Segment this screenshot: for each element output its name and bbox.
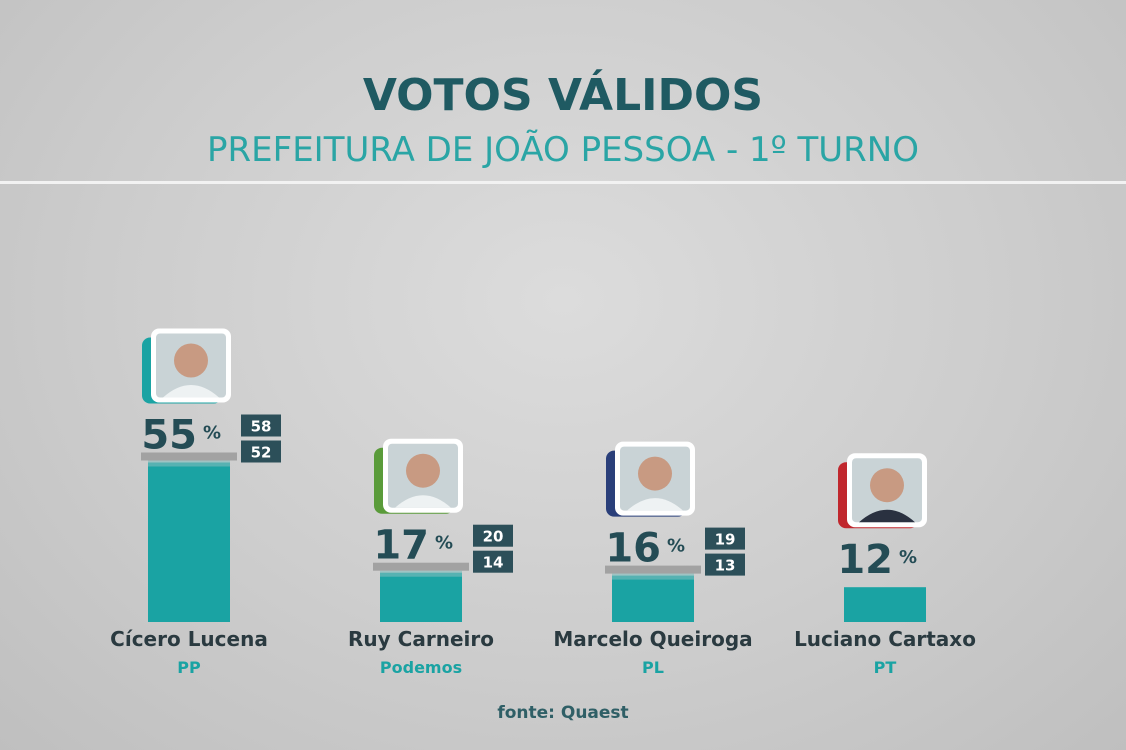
lower-value-1: 52 [251, 444, 272, 462]
lower-box-3 [705, 553, 745, 576]
candidate-party-3: PL [642, 658, 664, 677]
upper-value-3: 19 [715, 531, 736, 549]
header-divider [0, 181, 1126, 184]
candidate-name-1: Cícero Lucena [110, 627, 268, 651]
bar-3 [612, 575, 694, 622]
bar-1 [148, 462, 230, 622]
upper-box-3 [705, 527, 745, 550]
lower-value-2: 14 [483, 554, 504, 572]
avatar-head-2 [406, 453, 440, 488]
upper-box-1 [241, 414, 281, 437]
upper-value-2: 20 [483, 528, 504, 546]
bar-4 [844, 587, 926, 622]
avatar-head-3 [638, 456, 672, 491]
range-band-3 [605, 565, 701, 574]
candidate-name-4: Luciano Cartaxo [794, 627, 976, 651]
bar-2 [380, 572, 462, 622]
upper-box-2 [473, 524, 513, 547]
lower-box-2 [473, 550, 513, 573]
candidate-party-1: PP [177, 658, 201, 677]
source-label: fonte: Quaest [497, 703, 629, 723]
chart-title: VOTOS VÁLIDOS [362, 70, 764, 121]
upper-value-1: 58 [251, 418, 272, 436]
range-band-inner-2 [380, 570, 462, 577]
lower-value-3: 13 [715, 557, 736, 575]
range-band-inner-1 [148, 460, 230, 467]
candidate-name-3: Marcelo Queiroga [553, 627, 752, 651]
avatar-head-4 [870, 468, 904, 503]
avatar-body-4 [859, 509, 915, 523]
range-band-2 [373, 562, 469, 571]
percent-sign-1: % [203, 423, 221, 444]
avatar-body-2 [395, 495, 451, 508]
percent-sign-2: % [435, 533, 453, 554]
avatar-head-1 [174, 343, 208, 378]
candidate-party-4: PT [874, 658, 897, 677]
percent-sign-3: % [667, 536, 685, 557]
avatar-body-3 [627, 498, 683, 511]
candidate-party-2: Podemos [380, 658, 462, 677]
value-label-1: 55 [141, 413, 197, 459]
avatar-body-1 [163, 385, 219, 398]
value-label-2: 17 [373, 523, 429, 569]
value-label-3: 16 [605, 526, 661, 572]
range-band-inner-3 [612, 573, 694, 580]
range-band-1 [141, 452, 237, 461]
percent-sign-4: % [899, 547, 917, 568]
lower-box-1 [241, 440, 281, 463]
value-label-4: 12 [837, 537, 893, 583]
chart-subtitle: PREFEITURA DE JOÃO PESSOA - 1º TURNO [207, 130, 919, 170]
candidate-name-2: Ruy Carneiro [348, 627, 494, 651]
